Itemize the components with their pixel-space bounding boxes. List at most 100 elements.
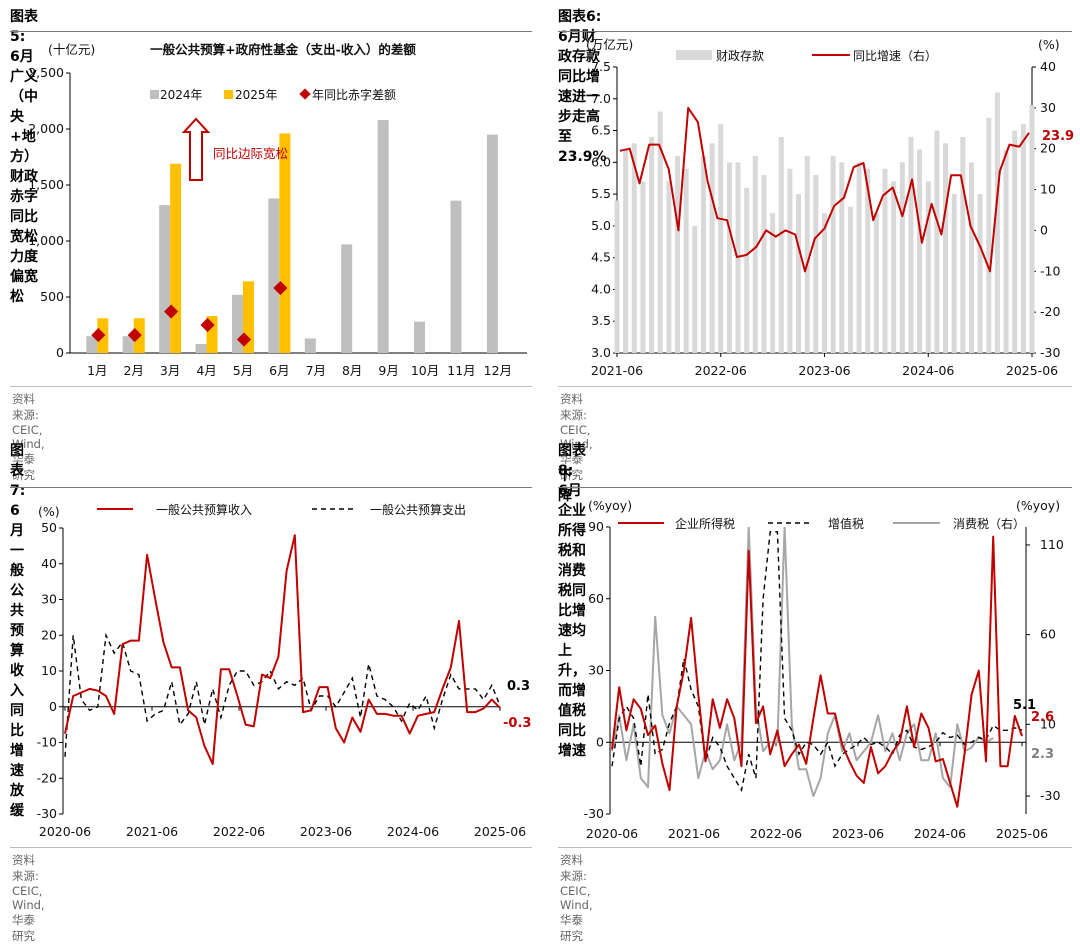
deposit-bar [943, 143, 949, 353]
chart8-svg: (%yoy) (%yoy) 企业所得税 增值税 消费税（右） -30 0 30 60 9… [584, 498, 1064, 841]
chart5-x-tick-label: 9月 [378, 363, 398, 378]
chart7-y-tick-label: 40 [41, 556, 57, 571]
chart6-source-rule [558, 386, 1072, 387]
chart8-title: 图表8: 6月企业所得税和消费税同比增速均上升，而增值税同比增速 [558, 443, 586, 759]
chart8-y-tick-label-right: 10 [1040, 716, 1056, 731]
chart6-y-tick-label-right: 10 [1040, 182, 1056, 197]
chart5-title: 图表5: 6月广义（中央+地方）财政赤字同比宽松力度偏宽松 [10, 9, 38, 305]
deposit-bar [752, 155, 758, 353]
chart8-y-tick-label-right: 110 [1040, 537, 1064, 552]
chart5-x-tick-label: 7月 [306, 363, 326, 378]
deposit-bar [640, 181, 646, 353]
chart7-source: 资料来源: CEIC, Wind, 华泰研究 [12, 853, 45, 943]
legend-consumption-label: 消费税（右） [953, 516, 1025, 531]
deficit-diff-point [164, 304, 179, 319]
chart8-source: 资料来源: CEIC, Wind, 华泰研究 [560, 853, 593, 943]
chart7-y-tick-label: 20 [41, 627, 57, 642]
deposit-bar [847, 206, 853, 353]
chart7-marks [64, 534, 501, 765]
deposit-bar [908, 136, 914, 353]
legend-revenue-label: 一般公共预算收入 [156, 502, 252, 517]
deposit-bar [649, 136, 655, 353]
deficit-diff-point [91, 328, 106, 343]
chart8-y-tick-label-left: 60 [588, 591, 604, 606]
deposit-bar [770, 213, 776, 353]
chart5-title-rule [10, 31, 532, 32]
chart6-x-tick-label: 2024-06 [902, 363, 954, 378]
chart6-y-tick-label-left: 6.5 [591, 123, 611, 138]
chart7-y-tick-label: 10 [41, 663, 57, 678]
chart8-series-group [611, 527, 1023, 808]
deposit-bar [882, 168, 888, 353]
deficit-diff-point [127, 328, 142, 343]
legend-cit-label: 企业所得税 [675, 516, 735, 531]
legend-2025-swatch [224, 90, 233, 99]
chart6-y-tick-label-right: -20 [1040, 304, 1060, 319]
legend-deposit-swatch [676, 50, 712, 60]
bar-2024 [231, 294, 243, 353]
chart8-unit-right: (%yoy) [1016, 498, 1060, 513]
chart8-y-tick-label-left: 0 [596, 734, 604, 749]
chart7-svg: (%) 一般公共预算收入 一般公共预算支出 -30 -20 -10 0 10 20 30 40… [37, 502, 532, 839]
deficit-diff-point [273, 280, 288, 296]
chart5-x-tick-label: 10月 [411, 363, 439, 378]
chart7-end-label-expenditure: 0.3 [507, 679, 530, 694]
chart8-end-label-consumption: 2.3 [1031, 747, 1054, 762]
chart7-x-tick-label: 2020-06 [39, 824, 91, 839]
deposit-bar [891, 181, 897, 353]
deposit-bar [666, 181, 672, 353]
deposit-bar [873, 213, 879, 353]
chart5-y-tick-label: 0 [56, 345, 64, 360]
legend-diff-label: 年同比赤字差额 [312, 87, 396, 102]
chart5-annotation: 同比边际宽松 [213, 146, 288, 161]
chart7-x-tick-label: 2023-06 [300, 824, 352, 839]
chart6-y-tick-label-left: 3.0 [591, 345, 611, 360]
chart7-x-tick-label: 2022-06 [213, 824, 265, 839]
revenue-line [64, 534, 501, 765]
chart8-y-tick-label-left: -30 [584, 806, 604, 821]
deposit-bar [951, 194, 957, 353]
chart6-y-tick-label-left: 5.5 [591, 186, 611, 201]
chart8-axes: -30 0 30 60 90 -30 10 60 110 2020-06 2021-06 2022-0… [584, 519, 1064, 841]
chart6-y-tick-label-right: -10 [1040, 263, 1060, 278]
deposit-bar [700, 155, 706, 353]
bar-2024 [414, 321, 426, 353]
chart5-x-tick-label: 1月 [87, 363, 107, 378]
bar-2024 [377, 120, 389, 353]
legend-growth-label: 同比增速（右） [853, 48, 937, 63]
deposit-bar [925, 181, 931, 353]
chart7-source-rule [10, 847, 532, 848]
chart7-title: 图表7: 6月一般公共预算收入同比增速放缓 [10, 443, 26, 819]
chart6-y-tick-label-left: 4.0 [591, 281, 611, 296]
growth-line [619, 106, 1030, 273]
chart7-axes: -30 -20 -10 0 10 20 30 40 50 2020-06 2021-06 2022-0… [37, 520, 527, 839]
chart5-y-tick-label: 1,500 [28, 177, 64, 192]
deposit-bar [960, 136, 966, 353]
chart8-x-tick-label: 2020-06 [586, 826, 638, 841]
chart7-end-label-revenue: -0.3 [503, 716, 531, 731]
deposit-bar [1003, 149, 1009, 353]
bar-2025 [279, 133, 291, 353]
legend-2024-label: 2024年 [160, 88, 203, 102]
chart5-x-tick-label: 6月 [269, 363, 289, 378]
expenditure-line [64, 632, 501, 757]
bar-2024 [86, 336, 98, 353]
legend-vat-label: 增值税 [828, 516, 864, 531]
chart5-y-tick-label: 2,000 [28, 121, 64, 136]
chart6-y-tick-label-right: 30 [1040, 100, 1056, 115]
deposit-bar [709, 143, 715, 353]
bar-2024 [341, 244, 353, 353]
deposit-bar [692, 225, 698, 353]
chart6-y-tick-label-right: -30 [1040, 345, 1060, 360]
bar-2025 [206, 316, 218, 353]
chart8-x-tick-label: 2023-06 [832, 826, 884, 841]
bar-2024 [304, 338, 316, 353]
chart8-end-label-cit: 2.6 [1031, 710, 1054, 725]
chart6-end-label: 23.9 [1042, 129, 1074, 144]
bar-2024 [159, 205, 171, 353]
deposit-bar [623, 149, 629, 353]
loosening-arrow-icon [181, 117, 211, 181]
deposit-bar [804, 155, 810, 353]
deposit-bar [865, 168, 871, 353]
chart6-y-tick-label-right: 0 [1040, 222, 1048, 237]
